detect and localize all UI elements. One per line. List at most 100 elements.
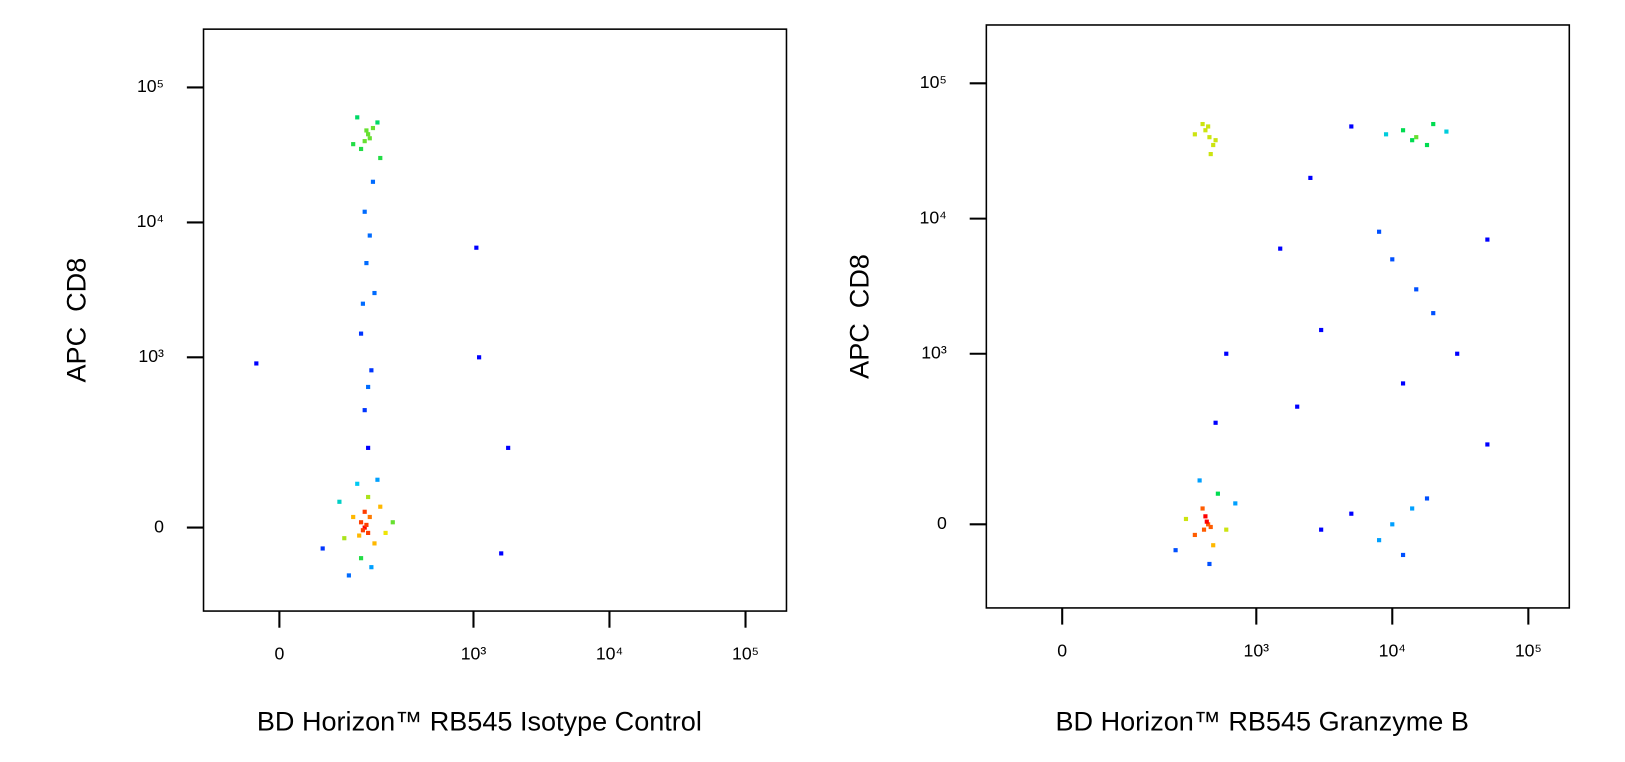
event-dot [358, 520, 364, 525]
event-dot [1200, 121, 1205, 127]
event-dot [337, 499, 342, 504]
event-dot [366, 445, 371, 450]
event-dot [506, 445, 511, 450]
event-dot [1410, 506, 1415, 511]
event-dot [1377, 229, 1382, 234]
event-dot [1206, 124, 1211, 129]
event-dot [367, 233, 372, 238]
event-dot [390, 520, 395, 525]
event-dot [1349, 511, 1354, 516]
x-tick-label: 10⁵ [1515, 640, 1542, 660]
event-dot [372, 290, 377, 296]
event-dot [378, 504, 383, 509]
panel: 0 10³ 10⁴ 10⁵ 0 10³ 10⁴ 10⁵ BD Horizon™ RB545 Is… [62, 28, 788, 737]
x-tick-label: 10⁵ [732, 643, 759, 663]
event-dot [1400, 128, 1406, 133]
event-dot [1349, 124, 1354, 129]
x-tick-label: 0 [1057, 640, 1067, 660]
event-dot [1192, 132, 1197, 137]
event-dot [358, 556, 364, 561]
event-dot [1224, 351, 1229, 356]
event-dot [1390, 522, 1395, 527]
event-dot [375, 120, 380, 125]
event-dot [1424, 496, 1430, 501]
event-dot [364, 128, 369, 133]
event-dot [1485, 442, 1490, 447]
event-dot [1485, 237, 1490, 242]
x-tick-label: 10³ [1244, 640, 1270, 660]
y-tick-label: 10⁵ [920, 72, 947, 92]
event-dot [320, 546, 325, 551]
event-dot [362, 139, 367, 144]
event-dot [1278, 246, 1283, 251]
event-dot [1431, 311, 1436, 316]
event-dot [1431, 121, 1436, 127]
event-dot [355, 481, 360, 486]
plot-frame [202, 28, 788, 612]
event-dot [1206, 522, 1211, 527]
event-dot [1377, 538, 1382, 543]
y-tick-label: 10³ [138, 346, 164, 366]
y-tick-label: 10⁴ [920, 207, 947, 227]
event-dot [1197, 478, 1202, 483]
event-dot [1200, 506, 1205, 511]
event-dot [1203, 128, 1208, 133]
event-dot [1233, 501, 1238, 506]
x-tick-label: 10³ [461, 643, 487, 663]
event-dot [1410, 138, 1415, 143]
y-tick-label: 10³ [921, 342, 947, 362]
y-axis-label: APC CD8 [62, 258, 92, 383]
y-tick-label: 10⁴ [137, 211, 164, 231]
event-dot [1207, 561, 1212, 567]
event-dot [1424, 142, 1430, 148]
event-dot [1204, 519, 1209, 524]
event-dot [1213, 138, 1218, 143]
y-axis-label: APC CD8 [845, 254, 875, 379]
event-dot [1224, 527, 1229, 532]
event-dot [1173, 548, 1178, 553]
event-dot [1444, 129, 1449, 134]
event-dot [1201, 527, 1207, 532]
y-tick-label: 0 [154, 516, 164, 536]
event-dot [370, 125, 376, 131]
event-dot [1208, 151, 1213, 157]
y-tick-label: 10⁵ [137, 76, 164, 96]
event-dot [342, 536, 347, 541]
event-dot [1414, 135, 1419, 140]
event-dot [1207, 135, 1212, 140]
event-dot [1215, 491, 1220, 496]
event-dot [1414, 287, 1419, 292]
event-dot [367, 514, 372, 520]
event-dot [1192, 532, 1197, 538]
event-dot [358, 146, 364, 152]
x-axis-label: BD Horizon™ RB545 Isotype Control [257, 707, 702, 737]
event-dot [346, 573, 351, 578]
event-dot [1319, 327, 1324, 333]
event-dot [351, 514, 356, 520]
y-tick-label: 0 [937, 513, 947, 533]
x-tick-label: 0 [274, 643, 284, 663]
event-dot [1211, 142, 1216, 148]
event-dot [1455, 351, 1460, 356]
event-dot [364, 522, 369, 528]
event-dot [362, 525, 367, 530]
event-dot [1211, 543, 1216, 548]
event-dot [364, 261, 369, 266]
event-dot [254, 361, 259, 366]
event-dot [1208, 524, 1213, 530]
event-dot [477, 355, 482, 360]
event-dot [369, 565, 374, 570]
event-dot [366, 384, 371, 390]
event-dot [362, 209, 367, 214]
event-dot [366, 132, 371, 137]
event-dot [366, 530, 371, 535]
event-dot [370, 179, 376, 184]
event-dot [1390, 257, 1395, 262]
event-dot [366, 494, 371, 500]
event-dot [474, 245, 479, 250]
event-dot [1295, 404, 1300, 409]
x-tick-label: 10⁴ [1379, 640, 1406, 660]
event-dot [360, 528, 365, 533]
event-dot [351, 142, 356, 147]
